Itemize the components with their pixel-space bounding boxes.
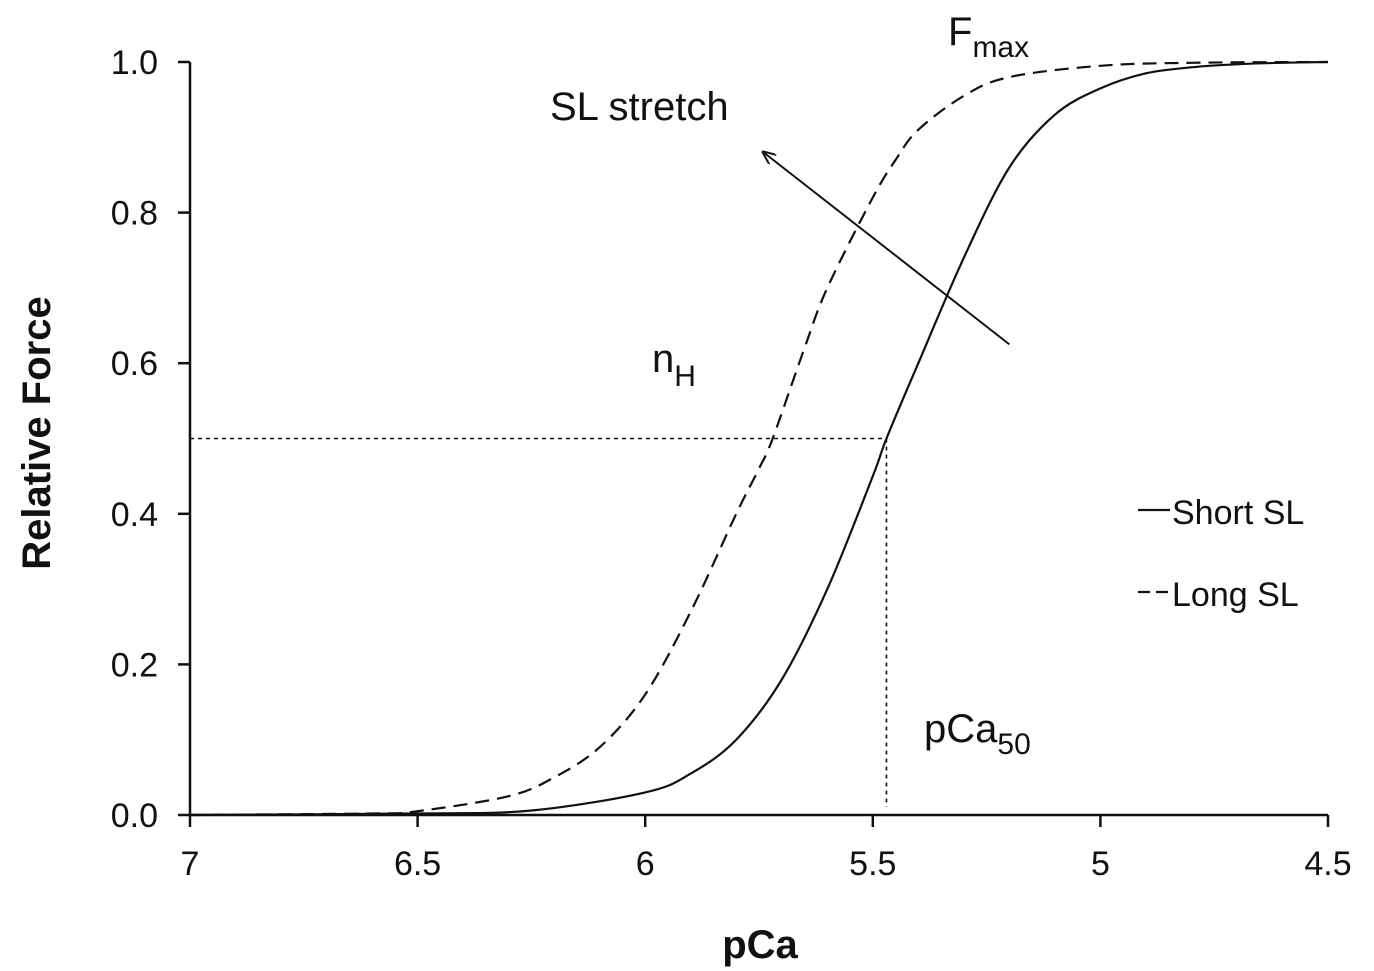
x-tick-label: 4.5 xyxy=(1304,845,1351,883)
series-line-long-sl xyxy=(189,60,1329,817)
sl-stretch-arrow xyxy=(764,152,1010,346)
x-tick-label: 5.5 xyxy=(849,845,896,883)
y-tick-label: 0.6 xyxy=(111,345,158,383)
y-tick-label: 0.4 xyxy=(111,496,158,534)
y-tick-label: 0.2 xyxy=(111,646,158,684)
y-tick-label: 1.0 xyxy=(111,44,158,82)
y-tick-label: 0.0 xyxy=(111,797,158,835)
x-tick-label: 7 xyxy=(181,845,200,883)
y-tick-label: 0.8 xyxy=(111,195,158,233)
y-axis-ticks: 0.0 0.2 0.4 0.6 0.8 1.0 xyxy=(111,44,190,835)
x-axis-title: pCa xyxy=(722,923,798,967)
legend-label-long-sl: Long SL xyxy=(1172,576,1299,614)
fmax-annotation-main: F xyxy=(948,10,972,54)
pca50-annotation-sub: 50 xyxy=(997,728,1030,761)
nh-annotation-main: n xyxy=(652,337,674,381)
reference-lines xyxy=(190,437,888,807)
y-axis-title: Relative Force xyxy=(15,296,59,569)
legend: Short SL Long SL xyxy=(1138,494,1304,614)
x-axis-ticks: 7 6.5 6 5.5 5 4.5 xyxy=(181,815,1352,883)
stretch-arrow-layer xyxy=(764,152,1010,346)
legend-label-short-sl: Short SL xyxy=(1172,494,1304,532)
nh-annotation-sub: H xyxy=(674,360,696,393)
x-tick-label: 6 xyxy=(636,845,655,883)
series-lines xyxy=(189,60,1329,817)
nh-annotation: nH xyxy=(652,337,696,393)
fmax-annotation: Fmax xyxy=(948,10,1029,64)
pca50-annotation: pCa50 xyxy=(924,707,1031,761)
x-tick-label: 6.5 xyxy=(394,845,441,883)
pca50-annotation-main: pCa xyxy=(924,707,998,751)
sl-stretch-annotation: SL stretch xyxy=(550,85,729,129)
series-line-short-sl xyxy=(189,60,1329,817)
x-tick-label: 5 xyxy=(1091,845,1110,883)
fmax-annotation-sub: max xyxy=(972,31,1029,64)
